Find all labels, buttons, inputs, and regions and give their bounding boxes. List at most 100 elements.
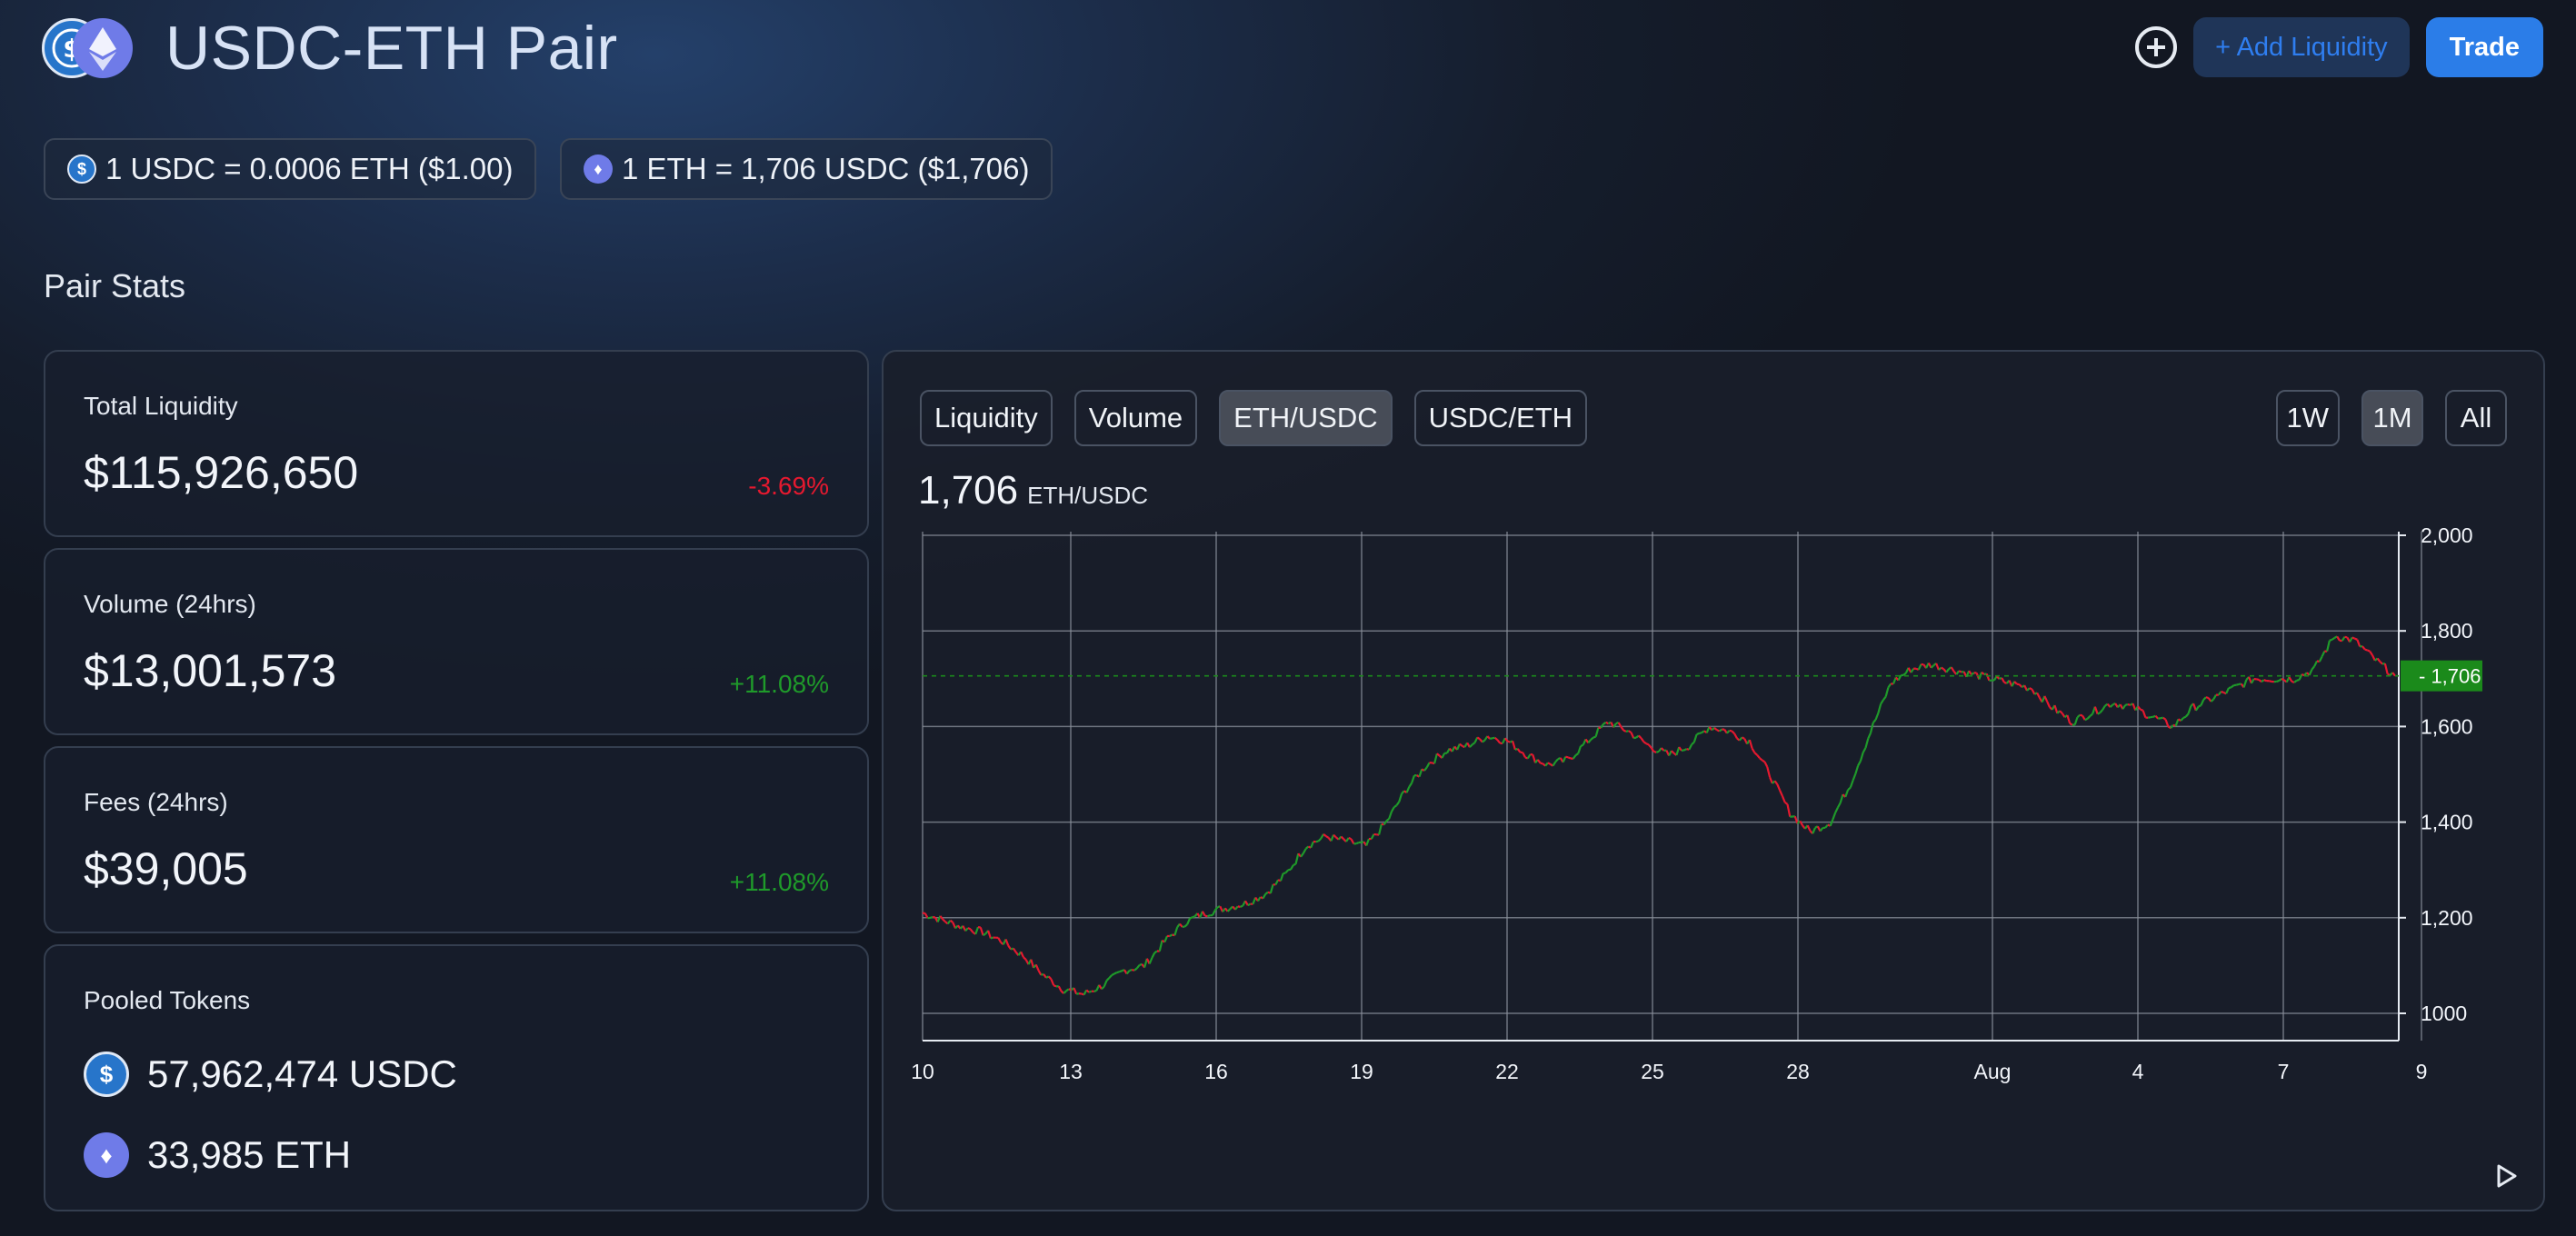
price-line-segment <box>2383 663 2389 674</box>
price-line-segment <box>1864 738 1870 749</box>
price-line-segment <box>1603 721 1607 725</box>
price-line-segment <box>1310 841 1314 849</box>
stat-label: Fees (24hrs) <box>84 788 228 816</box>
price-line-segment <box>2217 691 2222 696</box>
tab-usdc-eth[interactable]: USDC/ETH <box>1413 390 1588 446</box>
price-line-segment <box>2174 718 2180 727</box>
price-line-segment <box>1660 747 1665 752</box>
price-line-segment <box>2293 679 2298 683</box>
range-all[interactable]: All <box>2445 390 2507 446</box>
price-line-segment <box>2180 717 2184 722</box>
price-line-segment <box>2316 660 2321 663</box>
price-line-segment <box>1131 968 1135 972</box>
price-line-segment <box>2013 681 2018 685</box>
price-line-segment <box>2084 717 2089 722</box>
price-line-segment <box>949 919 954 923</box>
price-line-segment <box>1834 807 1839 813</box>
play-icon[interactable] <box>2492 1162 2520 1190</box>
usdc-price-pill: $ 1 USDC = 0.0006 ETH ($1.00) <box>44 138 537 200</box>
price-line-segment <box>1544 762 1549 767</box>
price-line-segment <box>1514 747 1518 751</box>
tab-eth-usdc[interactable]: ETH/USDC <box>1219 390 1393 446</box>
pooled-usdc-row: $ 57,962,474 USDC <box>84 1052 457 1097</box>
price-line-segment <box>2001 677 2005 683</box>
price-line-segment <box>1151 952 1156 959</box>
price-line-segment <box>2376 657 2381 663</box>
price-line-segment <box>1867 732 1872 740</box>
stat-value: $39,005 <box>84 843 248 894</box>
x-tick-label: 4 <box>2132 1060 2144 1083</box>
price-chart[interactable]: 2,000 1,800 1,600 1,400 1,200 1000 10 13 16 19 22 2… <box>884 352 2547 1213</box>
price-line-segment <box>1892 677 1897 684</box>
price-line-segment <box>2200 699 2205 706</box>
range-1w[interactable]: 1W <box>2275 390 2340 446</box>
price-line-segment <box>1391 806 1395 812</box>
price-line-segment <box>1325 835 1330 839</box>
price-line-segment <box>2162 716 2167 721</box>
price-line-segment <box>1849 780 1854 788</box>
price-line-segment <box>1302 848 1307 854</box>
price-line-segment <box>1617 722 1622 728</box>
price-line-segment <box>1004 939 1010 946</box>
price-line-segment <box>1793 815 1799 824</box>
price-line-segment <box>1172 933 1175 937</box>
price-line-segment <box>1678 746 1682 752</box>
price-line-segment <box>1887 683 1892 688</box>
price-line-segment <box>1262 893 1267 900</box>
price-line-segment <box>2356 639 2361 647</box>
price-line-segment <box>2291 680 2295 683</box>
range-1m[interactable]: 1M <box>2361 390 2423 446</box>
price-line-segment <box>1779 790 1783 797</box>
price-line-segment <box>1153 950 1158 954</box>
chart-panel: Liquidity Volume ETH/USDC USDC/ETH 1W 1M… <box>882 350 2545 1211</box>
price-line-segment <box>2076 713 2081 718</box>
price-line-segment <box>1572 754 1577 760</box>
price-line-segment <box>1408 782 1413 788</box>
price-line-segment <box>1786 803 1792 817</box>
price-line-segment <box>1536 759 1542 764</box>
tab-liquidity[interactable]: Liquidity <box>920 390 1053 446</box>
price-line-segment <box>967 927 972 931</box>
price-line-segment <box>1482 739 1486 743</box>
eth-coin-icon: ♦ <box>584 154 613 184</box>
section-title: Pair Stats <box>44 267 186 304</box>
price-line-segment <box>2182 715 2187 719</box>
price-line-segment <box>1696 732 1700 736</box>
price-line-segment <box>2361 645 2366 651</box>
stat-label: Volume (24hrs) <box>84 590 256 618</box>
price-line-segment <box>1020 951 1024 958</box>
trade-button[interactable]: Trade <box>2425 17 2543 77</box>
price-line-segment <box>1459 743 1463 747</box>
price-line-segment <box>1995 675 2001 680</box>
price-line-segment <box>2079 713 2083 717</box>
price-line-segment <box>2263 679 2267 683</box>
price-line-segment <box>1143 958 1148 968</box>
price-line-segment <box>1983 673 1987 676</box>
price-line-segment <box>2281 677 2285 682</box>
price-line-segment <box>1547 762 1552 765</box>
plus-circle-icon[interactable] <box>2135 26 2178 68</box>
price-line-segment <box>1567 756 1572 760</box>
price-line-segment <box>1010 947 1014 951</box>
price-line-segment <box>1945 668 1950 673</box>
price-line-segment <box>979 927 984 936</box>
price-line-segment <box>1692 733 1698 743</box>
price-line-segment <box>2202 696 2207 701</box>
price-line-segment <box>1941 666 1945 671</box>
price-line-segment <box>1163 935 1169 942</box>
add-liquidity-button[interactable]: + Add Liquidity <box>2193 17 2410 77</box>
tab-volume[interactable]: Volume <box>1073 390 1198 446</box>
price-line-segment <box>1507 740 1511 743</box>
price-line-segment <box>1884 687 1890 697</box>
price-line-segment <box>1625 730 1630 733</box>
price-line-segment <box>1030 959 1035 969</box>
price-line-segment <box>1882 695 1887 701</box>
price-line-segment <box>1469 743 1473 748</box>
price-line-segment <box>1580 743 1584 747</box>
price-line-segment <box>1540 762 1543 765</box>
price-line-segment <box>2212 694 2217 700</box>
price-line-segment <box>1612 723 1617 728</box>
price-line-segment <box>1594 727 1600 737</box>
stat-change: +11.08% <box>729 670 829 698</box>
usdc-coin-icon: $ <box>84 1052 129 1097</box>
